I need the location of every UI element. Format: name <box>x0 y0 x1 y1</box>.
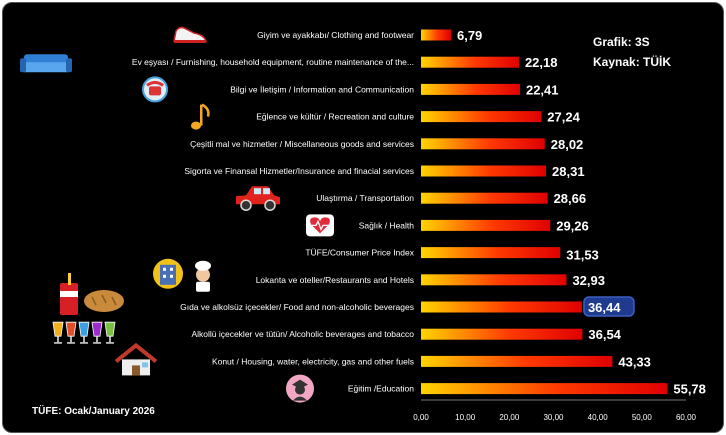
bar <box>421 138 545 150</box>
telephone-icon <box>142 76 168 103</box>
x-tick-label: 50,00 <box>632 413 653 422</box>
category-label: Bilgi ve İletişim / Information and Comm… <box>230 84 414 94</box>
bar <box>421 355 613 367</box>
bar-row: Alkollü içecekler ve tütün/ Alcoholic be… <box>191 327 621 342</box>
car-icon <box>236 186 280 211</box>
category-label: TÜFE/Consumer Price Index <box>305 248 414 258</box>
icons-layer <box>20 26 334 403</box>
bar <box>421 83 520 95</box>
category-label: Ev eşyası / Furnishing, household equipm… <box>132 57 414 67</box>
value-label: 55,78 <box>673 382 706 397</box>
bar-row: Eğitim /Education 55,78 <box>348 382 706 397</box>
music-note-icon <box>191 103 210 130</box>
bar-row: Çeşitli mal ve hizmetler / Miscellaneous… <box>190 137 583 152</box>
bar <box>421 219 551 231</box>
highlight-label-bg <box>583 296 635 317</box>
kaynak-label: Kaynak: TÜİK <box>593 54 671 69</box>
category-label: Sigorta ve Finansal Hizmetler/Insurance … <box>184 166 414 176</box>
bar-row: Sigorta ve Finansal Hizmetler/Insurance … <box>184 164 584 179</box>
value-label: 29,26 <box>556 218 589 233</box>
value-label: 28,31 <box>552 164 585 179</box>
bar <box>421 56 519 68</box>
category-label: Eğitim /Education <box>348 384 414 394</box>
bar <box>421 165 547 177</box>
sofa-icon <box>20 54 72 73</box>
value-label: 36,54 <box>588 327 621 342</box>
bar <box>421 29 451 41</box>
house-icon <box>114 342 158 376</box>
bar <box>421 328 583 340</box>
cocktail-glasses-icon <box>52 321 116 344</box>
bar <box>421 247 561 259</box>
category-label: Çeşitli mal ve hizmetler / Miscellaneous… <box>190 139 414 149</box>
value-label: 36,44 <box>588 300 621 315</box>
x-tick-label: 20,00 <box>499 413 520 422</box>
category-label: Konut / Housing, water, electricity, gas… <box>212 356 414 366</box>
value-label: 43,33 <box>618 354 651 369</box>
bar-row: Lokanta ve oteller/Restaurants and Hotel… <box>256 273 605 288</box>
value-label: 28,66 <box>554 191 587 206</box>
x-tick-label: 30,00 <box>543 413 564 422</box>
bars-layer: Giyim ve ayakkabı/ Clothing and footwear… <box>132 28 706 397</box>
category-label: Ulaştırma / Transportation <box>316 193 414 203</box>
category-label: Gıda ve alkolsüz içecekler/ Food and non… <box>180 302 414 312</box>
bar <box>421 274 567 286</box>
value-label: 27,24 <box>547 110 580 125</box>
x-tick-label: 10,00 <box>455 413 476 422</box>
x-axis: 0,00 10,00 20,00 30,00 40,00 50,00 60,00 <box>413 399 697 422</box>
category-label: Sağlık / Health <box>359 220 415 230</box>
graduate-icon <box>286 374 314 403</box>
sneaker-icon <box>173 26 208 43</box>
bar-row: Sağlık / Health 29,26 <box>359 218 589 233</box>
bar-row: Ulaştırma / Transportation 28,66 <box>316 191 586 206</box>
category-label: Giyim ve ayakkabı/ Clothing and footwear <box>257 30 414 40</box>
bar-row: Eğlence ve kültür / Recreation and cultu… <box>256 110 580 125</box>
heart-pulse-icon <box>306 214 334 237</box>
hotel-chef-icon <box>153 258 211 292</box>
value-label: 22,41 <box>526 82 559 97</box>
footer-date-label: TÜFE: Ocak/January 2026 <box>32 404 155 417</box>
bar-row: Bilgi ve İletişim / Information and Comm… <box>230 82 558 97</box>
value-label: 22,18 <box>525 55 558 70</box>
category-label: Lokanta ve oteller/Restaurants and Hotel… <box>256 275 414 285</box>
bar-row: Konut / Housing, water, electricity, gas… <box>212 354 651 369</box>
value-label: 6,79 <box>457 28 482 43</box>
grafik-label: Grafik: 3S <box>593 35 650 49</box>
x-tick-label: 0,00 <box>413 413 429 422</box>
bar-row: TÜFE/Consumer Price Index 31,53 <box>305 247 599 263</box>
bar <box>421 301 582 313</box>
x-tick-label: 60,00 <box>676 413 697 422</box>
value-label: 31,53 <box>566 248 599 263</box>
bar-row: Gıda ve alkolsüz içecekler/ Food and non… <box>180 296 635 317</box>
bar <box>421 383 668 395</box>
category-label: Eğlence ve kültür / Recreation and cultu… <box>256 112 414 122</box>
bar-row: Ev eşyası / Furnishing, household equipm… <box>132 55 558 70</box>
bar <box>421 192 548 204</box>
bar <box>421 111 542 123</box>
value-label: 32,93 <box>572 273 605 288</box>
food-drink-icon <box>60 273 124 315</box>
value-label: 28,02 <box>551 137 584 152</box>
category-label: Alkollü içecekler ve tütün/ Alcoholic be… <box>191 329 414 339</box>
x-tick-label: 40,00 <box>588 413 609 422</box>
bar-row: Giyim ve ayakkabı/ Clothing and footwear… <box>257 28 482 43</box>
